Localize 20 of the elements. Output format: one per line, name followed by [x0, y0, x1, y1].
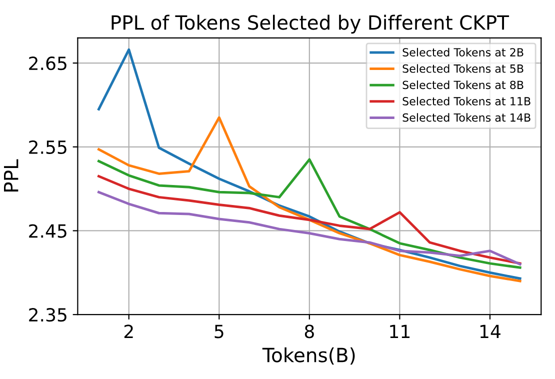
chart-title: PPL of Tokens Selected by Different CKPT — [112, 14, 510, 34]
y-tick-label: 2.45 — [29, 224, 66, 238]
legend-label: Selected Tokens at 5B — [402, 64, 524, 73]
x-tick-label: 5 — [214, 324, 224, 338]
line-series — [98, 158, 522, 269]
legend-label: Selected Tokens at 2B — [402, 48, 524, 56]
x-axis-title: Tokens(B) — [262, 347, 355, 365]
y-tick-label: 2.35 — [29, 308, 66, 322]
y-axis-title: PPL — [4, 159, 18, 192]
legend-label: Selected Tokens at 11B — [402, 96, 530, 106]
x-tick-label: 8 — [304, 324, 314, 338]
y-tick-label: 2.65 — [29, 56, 66, 70]
x-tick-label: 2 — [124, 324, 133, 338]
legend-label: Selected Tokens at 14B — [402, 113, 530, 122]
legend-label: Selected Tokens at 8B — [402, 80, 524, 90]
y-tick-label: 2.55 — [29, 140, 66, 154]
line-series — [98, 174, 522, 265]
x-tick-label: 14 — [480, 324, 500, 338]
x-tick-label: 11 — [390, 324, 410, 338]
line-series — [98, 190, 522, 266]
